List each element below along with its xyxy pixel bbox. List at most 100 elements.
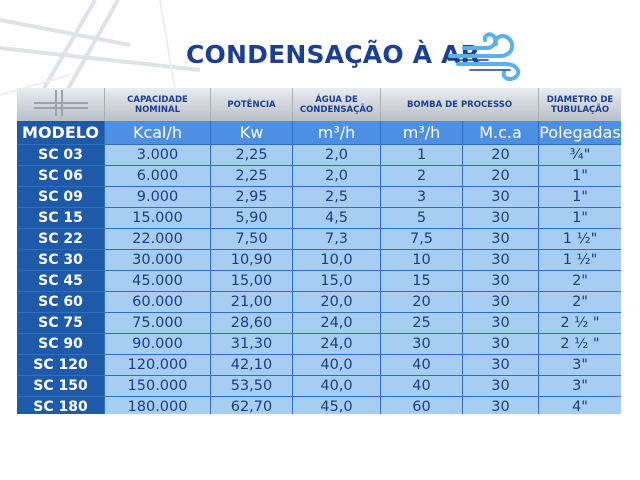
unit-header-water-flow: m³/h [293, 121, 381, 145]
pressure-cell: 30 [463, 208, 540, 229]
capacity-cell: 22.000 [105, 229, 211, 250]
water-flow-cell: 10,0 [293, 250, 381, 271]
model-cell: SC 90 [17, 334, 105, 355]
model-cell: SC 06 [17, 166, 105, 187]
pressure-cell: 20 [463, 145, 540, 166]
model-cell: SC 180 [17, 397, 105, 414]
specifications-table: CAPACIDADE NOMINAL POTÊNCIA ÁGUA DE COND… [17, 88, 621, 414]
pressure-cell: 30 [463, 397, 540, 414]
header-diametro: DIAMETRO DE TUBULAÇÃO [539, 88, 621, 121]
model-cell: SC 15 [17, 208, 105, 229]
model-cell: SC 22 [17, 229, 105, 250]
diameter-cell: 1 ½" [539, 250, 621, 271]
power-cell: 15,00 [211, 271, 293, 292]
pump-flow-cell: 1 [381, 145, 463, 166]
model-cell: SC 75 [17, 313, 105, 334]
header-logo-cell [17, 88, 105, 121]
model-cell: SC 45 [17, 271, 105, 292]
diameter-cell: ¾" [539, 145, 621, 166]
table-row: SC 09 9.000 2,95 2,5 3 30 1" [17, 187, 621, 208]
model-cell: SC 150 [17, 376, 105, 397]
diameter-cell: 2 ½ " [539, 334, 621, 355]
table-row: SC 06 6.000 2,25 2,0 2 20 1" [17, 166, 621, 187]
pressure-cell: 30 [463, 376, 540, 397]
page-title: CONDENSAÇÃO À AR [186, 40, 481, 69]
pump-flow-cell: 30 [381, 334, 463, 355]
power-cell: 28,60 [211, 313, 293, 334]
water-flow-cell: 24,0 [293, 313, 381, 334]
pump-flow-cell: 40 [381, 376, 463, 397]
diameter-cell: 3" [539, 376, 621, 397]
table-body: SC 03 3.000 2,25 2,0 1 20 ¾" SC 06 6.000 2,25 2,0 2… [17, 145, 621, 414]
pressure-cell: 30 [463, 313, 540, 334]
capacity-cell: 60.000 [105, 292, 211, 313]
pump-flow-cell: 2 [381, 166, 463, 187]
table-row: SC 45 45.000 15,00 15,0 15 30 2" [17, 271, 621, 292]
power-cell: 7,50 [211, 229, 293, 250]
pressure-cell: 30 [463, 355, 540, 376]
capacity-cell: 15.000 [105, 208, 211, 229]
table-row: SC 03 3.000 2,25 2,0 1 20 ¾" [17, 145, 621, 166]
water-flow-cell: 7,3 [293, 229, 381, 250]
unit-header-kcal: Kcal/h [105, 121, 211, 145]
header-potencia: POTÊNCIA [211, 88, 293, 121]
capacity-cell: 6.000 [105, 166, 211, 187]
diameter-cell: 1" [539, 208, 621, 229]
grid-logo-icon [33, 90, 88, 116]
pressure-cell: 30 [463, 271, 540, 292]
power-cell: 2,95 [211, 187, 293, 208]
table-row: SC 15 15.000 5,90 4,5 5 30 1" [17, 208, 621, 229]
power-cell: 10,90 [211, 250, 293, 271]
water-flow-cell: 2,0 [293, 145, 381, 166]
water-flow-cell: 20,0 [293, 292, 381, 313]
wind-icon [448, 32, 521, 82]
power-cell: 5,90 [211, 208, 293, 229]
pressure-cell: 20 [463, 166, 540, 187]
capacity-cell: 30.000 [105, 250, 211, 271]
power-cell: 62,70 [211, 397, 293, 414]
diameter-cell: 1" [539, 187, 621, 208]
power-cell: 2,25 [211, 145, 293, 166]
pressure-cell: 30 [463, 250, 540, 271]
pressure-cell: 30 [463, 187, 540, 208]
power-cell: 53,50 [211, 376, 293, 397]
pressure-cell: 30 [463, 292, 540, 313]
pump-flow-cell: 10 [381, 250, 463, 271]
unit-header-polegadas: Polegadas [539, 121, 621, 145]
unit-header-pump-flow: m³/h [381, 121, 463, 145]
power-cell: 42,10 [211, 355, 293, 376]
pump-flow-cell: 25 [381, 313, 463, 334]
table-row: SC 75 75.000 28,60 24,0 25 30 2 ½ " [17, 313, 621, 334]
pressure-cell: 30 [463, 229, 540, 250]
water-flow-cell: 40,0 [293, 376, 381, 397]
capacity-cell: 150.000 [105, 376, 211, 397]
table-row: SC 22 22.000 7,50 7,3 7,5 30 1 ½" [17, 229, 621, 250]
group-header-row: CAPACIDADE NOMINAL POTÊNCIA ÁGUA DE COND… [17, 88, 621, 121]
table-row: SC 180 180.000 62,70 45,0 60 30 4" [17, 397, 621, 414]
unit-header-row: MODELO Kcal/h Kw m³/h m³/h M.c.a Polegad… [17, 121, 621, 145]
water-flow-cell: 2,5 [293, 187, 381, 208]
table-row: SC 60 60.000 21,00 20,0 20 30 2" [17, 292, 621, 313]
water-flow-cell: 15,0 [293, 271, 381, 292]
capacity-cell: 45.000 [105, 271, 211, 292]
diameter-cell: 2" [539, 271, 621, 292]
pump-flow-cell: 20 [381, 292, 463, 313]
model-cell: SC 60 [17, 292, 105, 313]
table-row: SC 90 90.000 31,30 24,0 30 30 2 ½ " [17, 334, 621, 355]
diameter-cell: 4" [539, 397, 621, 414]
power-cell: 31,30 [211, 334, 293, 355]
diameter-cell: 1 ½" [539, 229, 621, 250]
pressure-cell: 30 [463, 334, 540, 355]
diameter-cell: 2" [539, 292, 621, 313]
table-row: SC 30 30.000 10,90 10,0 10 30 1 ½" [17, 250, 621, 271]
header-bomba: BOMBA DE PROCESSO [381, 88, 540, 121]
diameter-cell: 1" [539, 166, 621, 187]
water-flow-cell: 2,0 [293, 166, 381, 187]
capacity-cell: 180.000 [105, 397, 211, 414]
power-cell: 2,25 [211, 166, 293, 187]
pump-flow-cell: 40 [381, 355, 463, 376]
table-row: SC 150 150.000 53,50 40,0 40 30 3" [17, 376, 621, 397]
capacity-cell: 90.000 [105, 334, 211, 355]
power-cell: 21,00 [211, 292, 293, 313]
water-flow-cell: 40,0 [293, 355, 381, 376]
